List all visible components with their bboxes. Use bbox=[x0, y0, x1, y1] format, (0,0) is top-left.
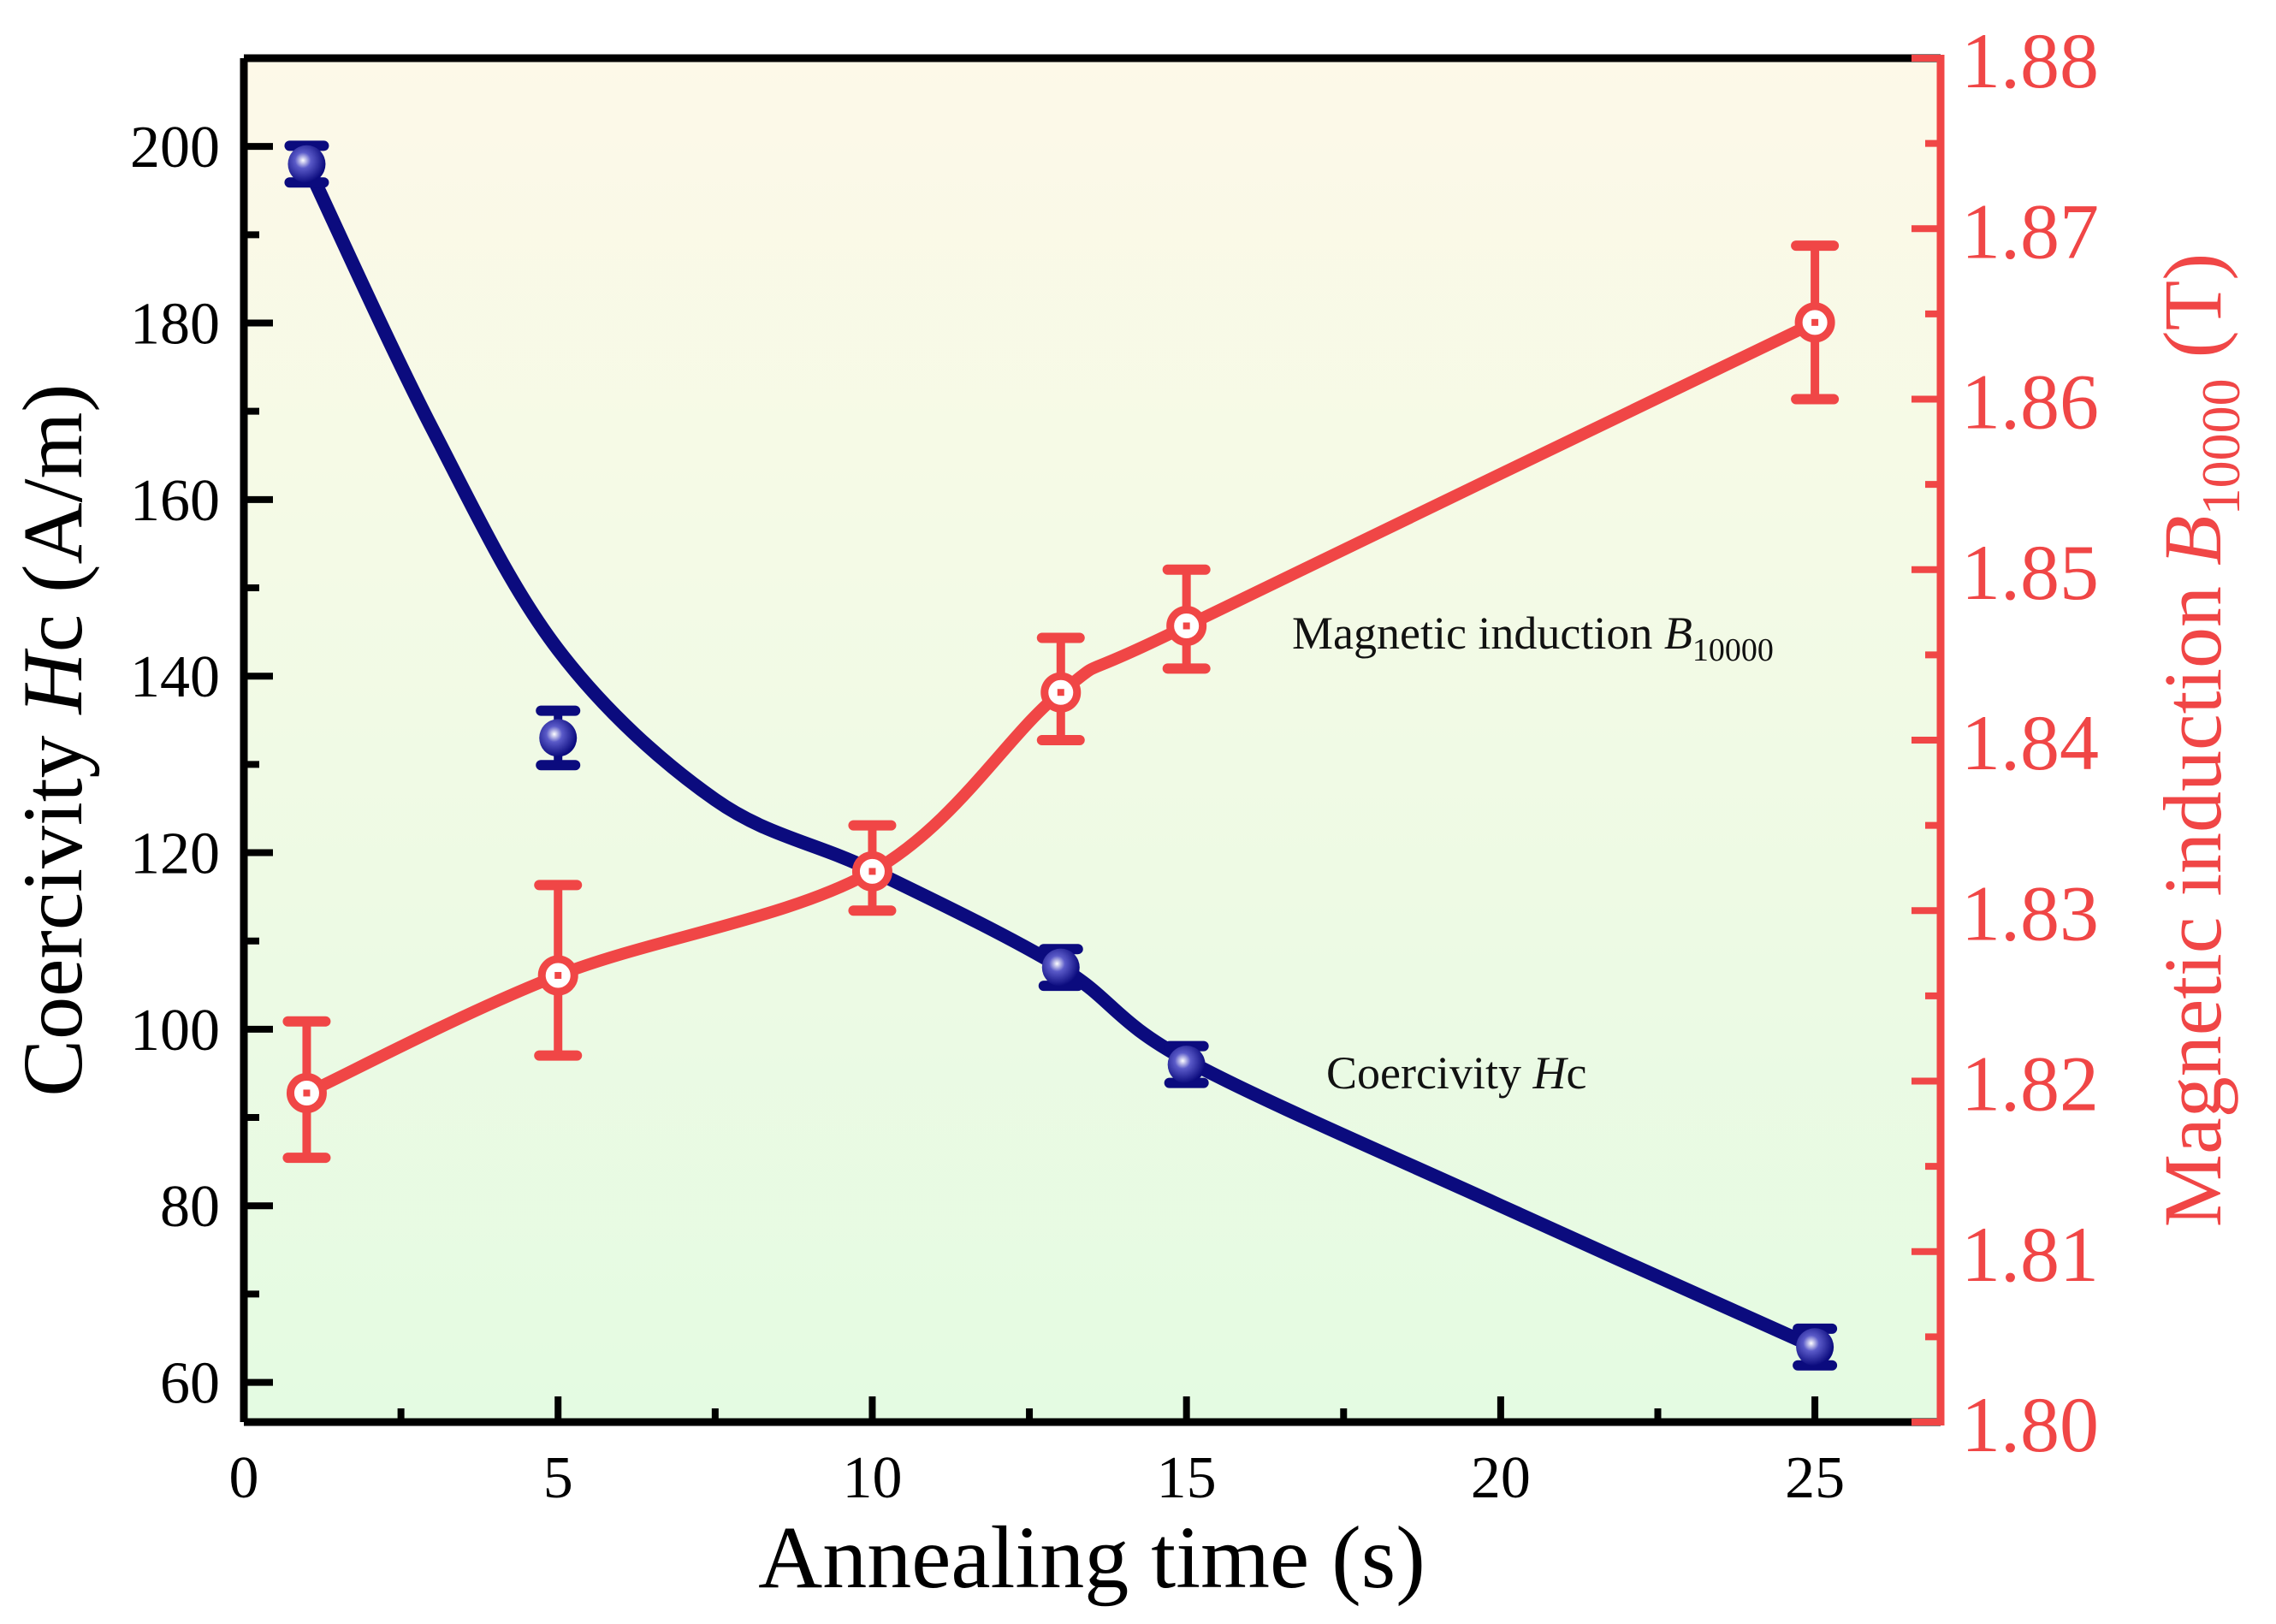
y-left-tick-label: 80 bbox=[160, 1174, 220, 1240]
b10000-marker-center bbox=[554, 971, 562, 979]
b10000-marker-center bbox=[1057, 689, 1064, 696]
y-left-tick-label: 140 bbox=[130, 644, 220, 710]
y-right-tick-label: 1.84 bbox=[1961, 699, 2099, 786]
b10000-data-point bbox=[1036, 632, 1085, 745]
x-tick-label: 10 bbox=[842, 1445, 902, 1511]
y-right-tick-label: 1.88 bbox=[1961, 17, 2099, 104]
y-right-tick-label: 1.86 bbox=[1961, 359, 2099, 446]
b10000-marker-center bbox=[868, 868, 876, 875]
x-tick-label: 20 bbox=[1471, 1445, 1531, 1511]
annotation-b10000: Magnetic induction B10000 bbox=[1292, 608, 1774, 668]
y-right-tick-label: 1.85 bbox=[1961, 529, 2099, 616]
x-tick-label: 25 bbox=[1785, 1445, 1845, 1511]
hc-data-point bbox=[536, 705, 581, 771]
y-right-tick-label: 1.83 bbox=[1961, 869, 2099, 957]
hc-data-point bbox=[1793, 1323, 1838, 1371]
hc-marker bbox=[1796, 1328, 1834, 1366]
b10000-marker-center bbox=[1182, 622, 1190, 630]
annotation-hc: Coercivity Hc bbox=[1326, 1047, 1586, 1099]
y-right-tick-label: 1.80 bbox=[1961, 1381, 2099, 1468]
hc-marker bbox=[1167, 1046, 1206, 1084]
b10000-data-point bbox=[1791, 240, 1840, 405]
hc-marker bbox=[287, 145, 326, 183]
x-tick-label: 0 bbox=[229, 1445, 259, 1511]
b10000-data-point bbox=[282, 1016, 331, 1164]
y-left-tick-label: 160 bbox=[130, 468, 220, 534]
b10000-data-point bbox=[1162, 564, 1211, 674]
y-left-tick-label: 100 bbox=[130, 998, 220, 1064]
y-right-axis-title: Magnetic induction B10000 (T) bbox=[2147, 253, 2251, 1227]
y-right-tick-label: 1.87 bbox=[1961, 187, 2099, 275]
x-tick-label: 5 bbox=[543, 1445, 573, 1511]
hc-marker bbox=[539, 719, 578, 757]
y-left-axis-title: Coercivity Hc (A/m) bbox=[5, 383, 100, 1096]
hc-data-point bbox=[284, 140, 329, 188]
hc-data-point bbox=[1164, 1040, 1209, 1088]
b10000-marker-center bbox=[303, 1089, 311, 1097]
y-left-tick-label: 180 bbox=[130, 292, 220, 358]
b10000-marker-center bbox=[1811, 318, 1819, 326]
x-axis-title: Annealing time (s) bbox=[758, 1508, 1425, 1607]
hc-marker bbox=[1041, 948, 1080, 987]
y-right-tick-label: 1.82 bbox=[1961, 1040, 2099, 1128]
y-left-tick-label: 200 bbox=[130, 115, 220, 181]
x-tick-label: 15 bbox=[1157, 1445, 1217, 1511]
hc-data-point bbox=[1038, 944, 1083, 992]
b10000-data-point bbox=[848, 820, 897, 916]
y-left-tick-label: 120 bbox=[130, 821, 220, 887]
b10000-data-point bbox=[534, 880, 583, 1061]
y-left-tick-label: 60 bbox=[160, 1351, 220, 1417]
y-right-tick-label: 1.81 bbox=[1961, 1211, 2099, 1298]
plot-background bbox=[244, 58, 1941, 1422]
